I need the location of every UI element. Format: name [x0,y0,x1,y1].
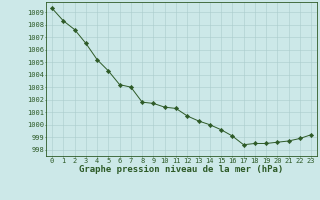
X-axis label: Graphe pression niveau de la mer (hPa): Graphe pression niveau de la mer (hPa) [79,165,284,174]
